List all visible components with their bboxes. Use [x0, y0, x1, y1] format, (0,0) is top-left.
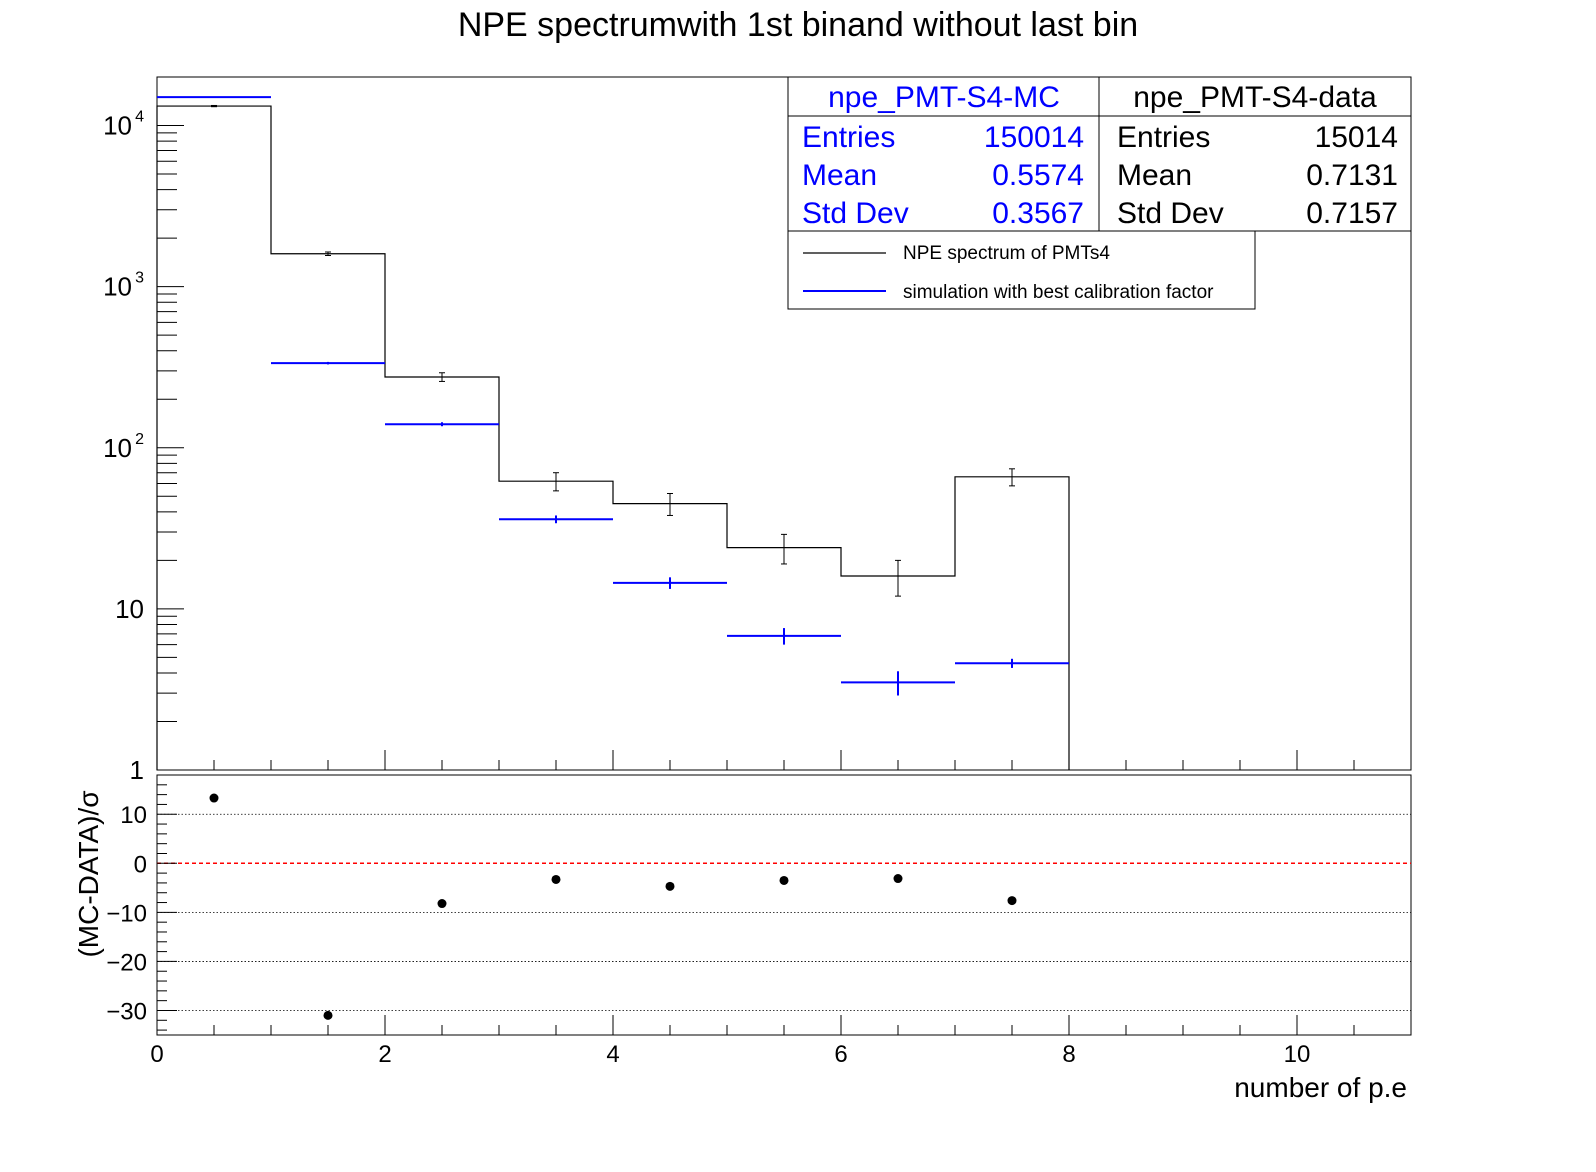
legend-label-data: NPE spectrum of PMTs4 [903, 243, 1110, 264]
residual-point [779, 875, 789, 885]
stats-mc-mean-label: Mean [802, 159, 877, 192]
x-tick-label: 8 [1062, 1041, 1075, 1068]
stats-data-entries-value: 15014 [1315, 121, 1398, 154]
stats-mc-entries-label: Entries [802, 121, 895, 154]
y-tick-label-exponent: 3 [135, 270, 144, 287]
y-tick-label: 0 [134, 851, 147, 878]
stats-data-name: npe_PMT-S4-data [1133, 81, 1377, 114]
stats-data-stddev-value: 0.7157 [1306, 197, 1398, 230]
stats-data-stddev-label: Std Dev [1117, 197, 1224, 230]
residual-point [665, 881, 675, 891]
residual-point [893, 874, 903, 884]
residual-point [323, 1010, 333, 1020]
residual-point [209, 793, 219, 803]
x-tick-label: 10 [1284, 1041, 1311, 1068]
stats-data-mean-value: 0.7131 [1306, 159, 1398, 192]
residual-pad: −30 −20 −10 0 10 0 2 4 6 8 10 [106, 774, 1412, 1068]
stats-data-mean-label: Mean [1117, 159, 1192, 192]
legend-label-mc: simulation with best calibration factor [903, 282, 1214, 303]
x-tick-label: 0 [150, 1041, 163, 1068]
y-tick-label-exponent: 2 [135, 431, 144, 448]
stats-mc-stddev-value: 0.3567 [992, 197, 1084, 230]
x-tick-label: 6 [834, 1041, 847, 1068]
data-step-histogram [156, 105, 1070, 770]
y-tick-label: 10 [115, 594, 144, 624]
x-tick-label: 2 [378, 1041, 391, 1068]
residual-point [1007, 896, 1017, 906]
y-tick-label: −10 [106, 900, 147, 927]
stats-mc-mean-value: 0.5574 [992, 159, 1084, 192]
y-tick-label: 10 [103, 111, 132, 141]
residual-point [437, 899, 447, 909]
y-tick-label-exponent: 4 [135, 109, 144, 126]
stats-data-entries-label: Entries [1117, 121, 1210, 154]
x-axis-title: number of p.e [1234, 1072, 1407, 1103]
stats-box-data: npe_PMT-S4-data Entries 15014 Mean 0.713… [1098, 76, 1412, 232]
y-tick-label: 10 [103, 433, 132, 463]
x-tick-label: 4 [606, 1041, 619, 1068]
stats-mc-entries-value: 150014 [984, 121, 1084, 154]
stats-mc-stddev-label: Std Dev [802, 197, 909, 230]
y-tick-label: −30 [106, 998, 147, 1025]
legend: NPE spectrum of PMTs4 simulation with be… [787, 230, 1256, 310]
y-tick-label: −20 [106, 949, 147, 976]
stats-box-mc: npe_PMT-S4-MC Entries 150014 Mean 0.5574… [787, 76, 1100, 232]
y-tick-label: 10 [103, 272, 132, 302]
y-tick-label: 1 [130, 755, 144, 785]
y-tick-label: 10 [120, 802, 147, 829]
residual-point [551, 874, 561, 884]
chart-title: NPE spectrumwith 1st binand without last… [458, 6, 1138, 44]
stats-mc-name: npe_PMT-S4-MC [828, 81, 1060, 114]
residual-y-axis-title: (MC-DATA)/σ [73, 790, 104, 957]
